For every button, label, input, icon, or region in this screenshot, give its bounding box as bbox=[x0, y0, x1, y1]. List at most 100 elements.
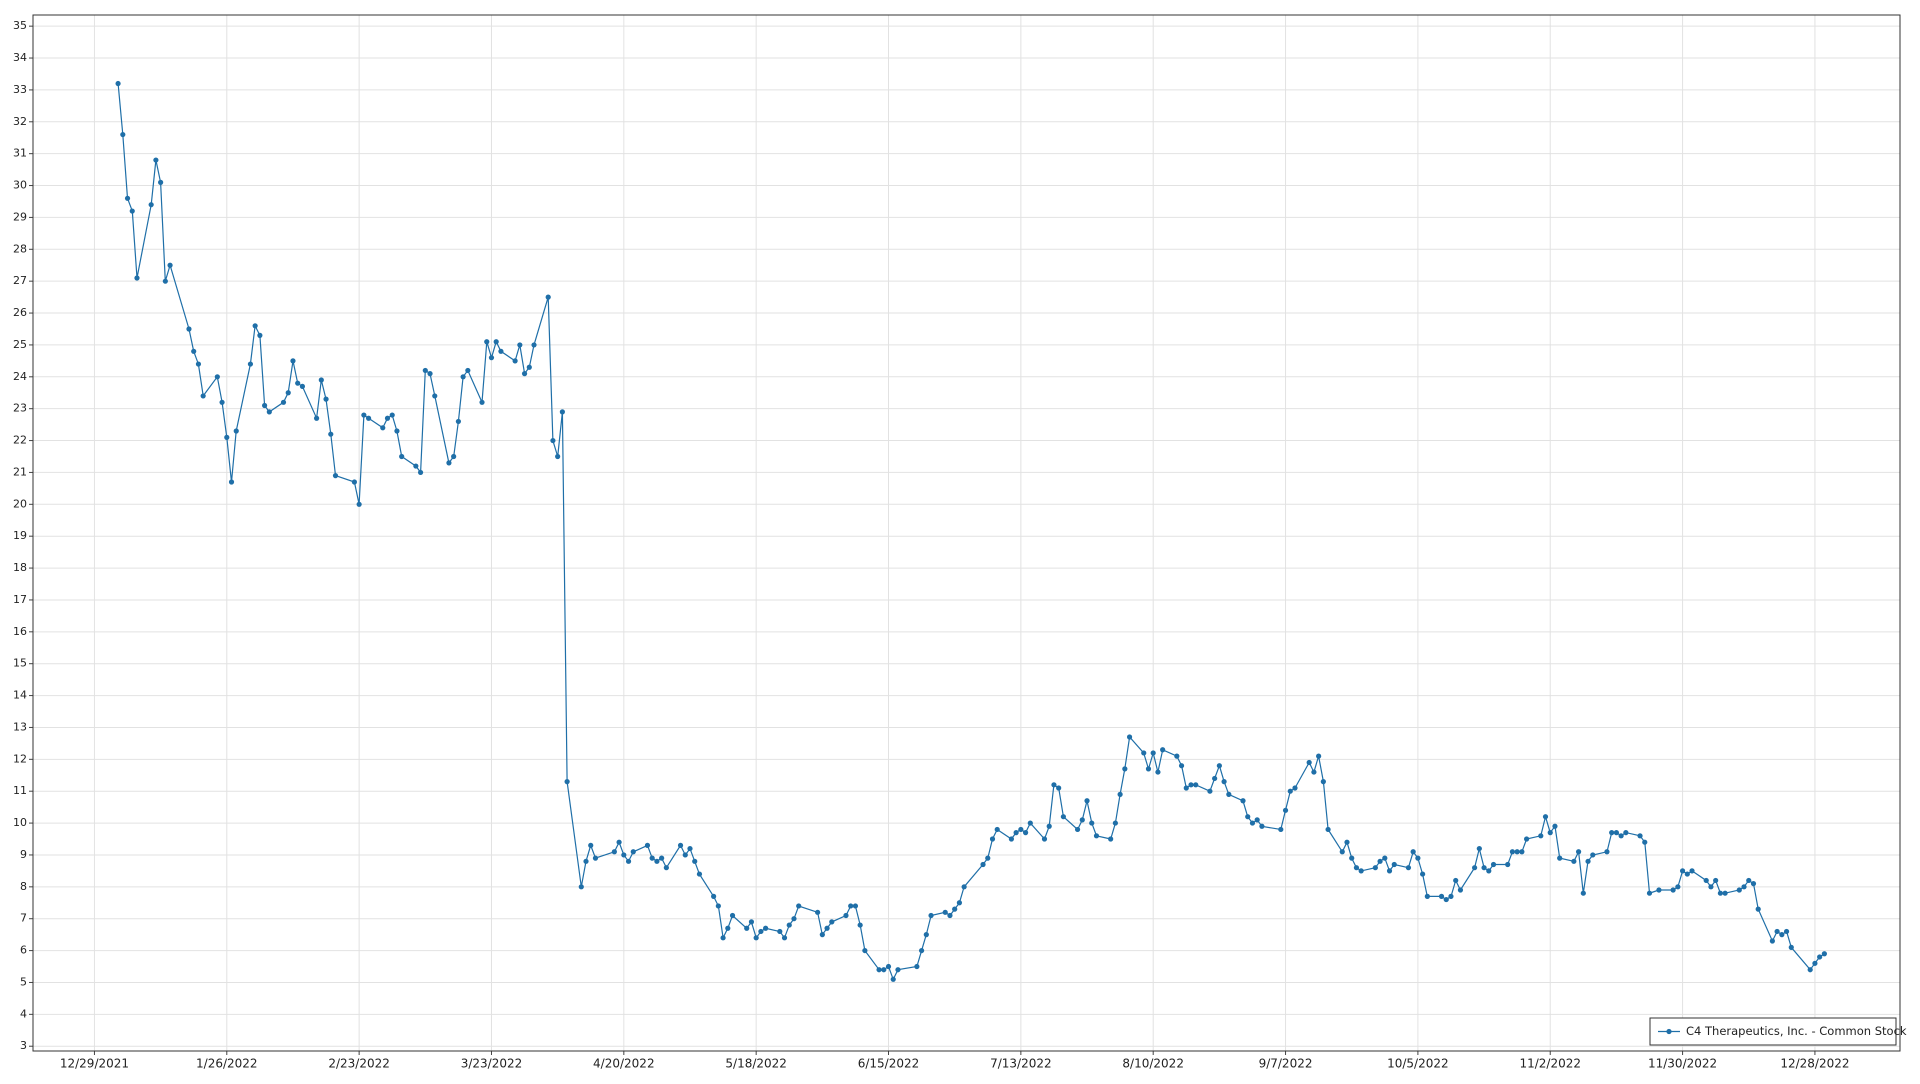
point bbox=[857, 922, 863, 928]
point bbox=[262, 402, 268, 409]
point bbox=[318, 377, 324, 383]
point bbox=[1292, 785, 1298, 791]
point bbox=[1453, 877, 1459, 884]
point bbox=[616, 839, 622, 845]
point bbox=[498, 348, 504, 354]
point bbox=[1240, 798, 1246, 804]
point bbox=[446, 460, 452, 466]
point bbox=[290, 358, 296, 364]
point bbox=[1779, 932, 1785, 938]
point bbox=[219, 399, 225, 405]
point bbox=[427, 371, 433, 377]
point bbox=[625, 858, 632, 864]
point bbox=[682, 852, 688, 858]
point bbox=[1524, 836, 1530, 842]
point bbox=[1212, 775, 1218, 782]
point bbox=[1074, 826, 1081, 833]
point bbox=[1178, 763, 1185, 769]
point bbox=[328, 431, 334, 437]
y-tick-label: 15 bbox=[13, 657, 27, 670]
point bbox=[588, 842, 594, 848]
x-tick-label: 12/29/2021 bbox=[60, 1057, 129, 1071]
point bbox=[1046, 823, 1052, 829]
point bbox=[1145, 766, 1152, 772]
point bbox=[592, 855, 599, 861]
point bbox=[852, 903, 859, 909]
point bbox=[1590, 852, 1596, 858]
point bbox=[162, 278, 168, 284]
point bbox=[1311, 769, 1317, 775]
point bbox=[663, 865, 669, 871]
point bbox=[1306, 759, 1312, 766]
point bbox=[1585, 858, 1591, 864]
point bbox=[1221, 779, 1227, 785]
point bbox=[432, 393, 438, 399]
point bbox=[1609, 830, 1615, 836]
point bbox=[1112, 820, 1118, 826]
y-tick-label: 11 bbox=[13, 784, 27, 797]
point bbox=[1684, 871, 1690, 877]
point bbox=[332, 473, 339, 479]
point bbox=[214, 374, 220, 380]
point bbox=[1282, 807, 1289, 813]
point bbox=[1155, 769, 1161, 775]
point bbox=[758, 928, 764, 935]
point bbox=[956, 900, 963, 906]
point bbox=[200, 393, 206, 399]
point bbox=[186, 326, 192, 332]
point bbox=[711, 893, 717, 899]
point bbox=[753, 935, 759, 941]
point bbox=[947, 912, 953, 919]
point bbox=[1287, 788, 1293, 794]
point bbox=[777, 928, 783, 935]
y-tick-label: 26 bbox=[13, 306, 27, 319]
point bbox=[659, 855, 665, 861]
point bbox=[1448, 893, 1454, 899]
y-tick-label: 34 bbox=[13, 51, 27, 64]
point bbox=[124, 195, 131, 201]
point bbox=[1769, 938, 1775, 944]
y-tick-label: 6 bbox=[20, 944, 27, 957]
point bbox=[1575, 849, 1582, 855]
point bbox=[1703, 877, 1709, 884]
point bbox=[644, 842, 651, 848]
point bbox=[1542, 814, 1549, 820]
point bbox=[1344, 839, 1350, 845]
point bbox=[1490, 861, 1497, 868]
point bbox=[129, 208, 135, 214]
point bbox=[729, 912, 736, 919]
point bbox=[1320, 779, 1326, 785]
y-tick-label: 30 bbox=[13, 179, 27, 192]
point bbox=[923, 932, 929, 938]
point bbox=[1755, 906, 1761, 912]
point bbox=[1424, 893, 1430, 899]
point bbox=[1150, 750, 1156, 756]
point bbox=[1637, 833, 1643, 839]
y-tick-label: 32 bbox=[13, 115, 27, 128]
point bbox=[744, 925, 750, 931]
point bbox=[715, 903, 721, 909]
point bbox=[1443, 896, 1449, 903]
point bbox=[952, 906, 958, 912]
point bbox=[1812, 960, 1818, 966]
point bbox=[696, 871, 703, 877]
point bbox=[980, 861, 986, 868]
y-tick-label: 9 bbox=[20, 848, 27, 861]
point bbox=[1358, 868, 1364, 874]
y-tick-label: 17 bbox=[13, 593, 27, 606]
point bbox=[885, 963, 892, 970]
point bbox=[1060, 814, 1066, 820]
point bbox=[1382, 855, 1388, 861]
point bbox=[493, 339, 499, 345]
point bbox=[918, 947, 925, 954]
point bbox=[1438, 893, 1445, 899]
y-tick-label: 4 bbox=[20, 1007, 27, 1020]
point bbox=[1722, 890, 1728, 896]
x-tick-label: 2/23/2022 bbox=[328, 1057, 390, 1071]
point bbox=[583, 858, 589, 864]
x-tick-label: 9/7/2022 bbox=[1259, 1057, 1313, 1071]
point bbox=[266, 409, 272, 415]
legend-label: C4 Therapeutics, Inc. - Common Stock bbox=[1686, 1024, 1907, 1038]
point bbox=[1514, 849, 1520, 855]
point bbox=[224, 434, 230, 440]
